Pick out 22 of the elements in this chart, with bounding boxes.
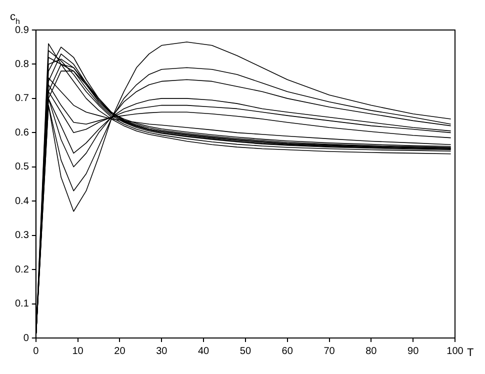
x-tick-label: 10 (72, 346, 84, 357)
x-tick-label: 20 (114, 346, 126, 357)
x-axis-title: T (467, 347, 474, 359)
y-tick-label: 0.8 (14, 58, 30, 70)
y-tick-label: 0.5 (14, 162, 30, 173)
y-tick-label: 0.7 (14, 93, 30, 104)
x-tick-label: 70 (324, 346, 336, 357)
y-tick-label: 0.2 (14, 264, 30, 276)
x-tick-label: 40 (198, 346, 210, 357)
y-tick-label: 0.9 (14, 24, 30, 36)
y-tick-label: 0.3 (14, 230, 30, 242)
x-tick-label: 50 (240, 346, 252, 357)
x-tick-label: 80 (366, 346, 378, 357)
y-tick-label: 0.6 (14, 127, 30, 138)
y-tick-label: 0.1 (14, 298, 30, 310)
x-tick-label: 60 (282, 346, 294, 357)
x-tick-label: 0 (33, 346, 40, 357)
y-tick-label: 0.4 (14, 196, 30, 207)
x-tick-label: 30 (156, 346, 168, 357)
x-tick-label: 90 (408, 346, 420, 357)
y-tick-label: 0 (23, 332, 30, 344)
x-tick-label: 100 (446, 346, 464, 357)
